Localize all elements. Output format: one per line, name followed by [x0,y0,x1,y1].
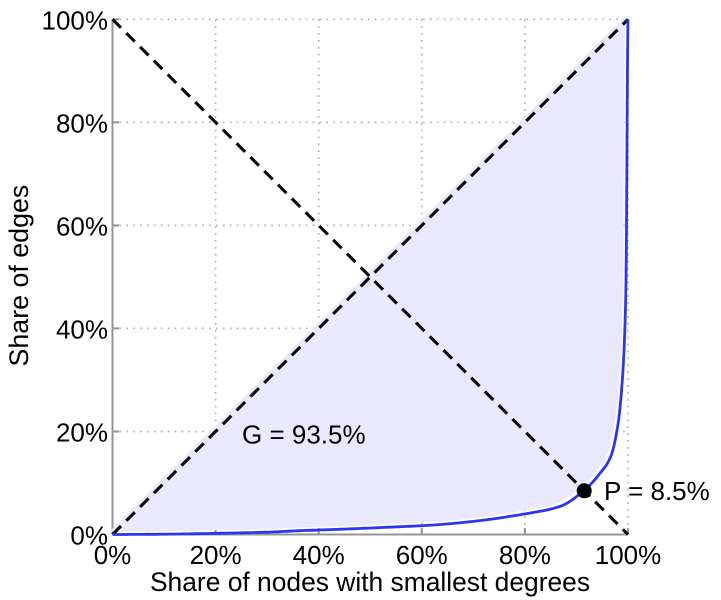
svg-text:100%: 100% [595,540,662,570]
svg-text:20%: 20% [56,418,108,448]
svg-text:20%: 20% [190,540,242,570]
svg-text:80%: 80% [499,540,551,570]
svg-text:Share of edges: Share of edges [4,185,34,367]
svg-text:P = 8.5%: P = 8.5% [604,476,710,506]
svg-text:0%: 0% [94,540,132,570]
svg-text:40%: 40% [293,540,345,570]
svg-text:80%: 80% [56,108,108,138]
svg-text:G = 93.5%: G = 93.5% [242,419,366,449]
svg-text:60%: 60% [396,540,448,570]
svg-text:40%: 40% [56,314,108,344]
svg-text:100%: 100% [42,5,109,35]
svg-text:0%: 0% [70,521,108,551]
svg-text:Share of nodes with smallest d: Share of nodes with smallest degrees [150,567,590,597]
svg-text:60%: 60% [56,211,108,241]
